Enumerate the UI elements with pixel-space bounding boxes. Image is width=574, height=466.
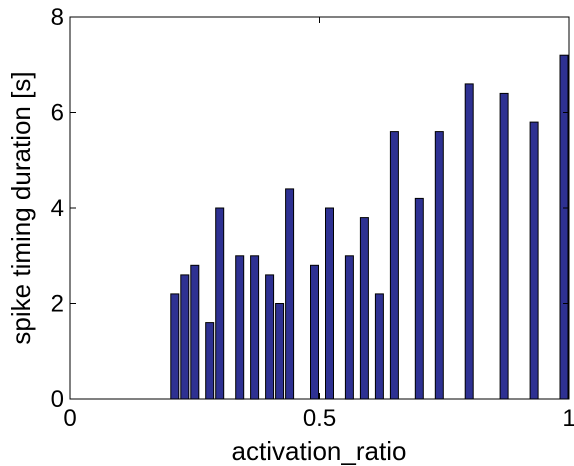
plot-area bbox=[69, 16, 570, 400]
bar bbox=[235, 255, 245, 400]
bar bbox=[359, 217, 369, 400]
ticks-group: 0 0.5 1 0 2 4 6 8 bbox=[51, 4, 574, 432]
bar bbox=[434, 131, 444, 400]
bar bbox=[215, 207, 225, 400]
bar bbox=[170, 293, 180, 400]
bar bbox=[344, 255, 354, 400]
x-tick-label: 0 bbox=[63, 405, 76, 432]
bar bbox=[180, 274, 190, 400]
bar bbox=[310, 264, 319, 400]
bar bbox=[275, 303, 285, 400]
y-tick-label: 2 bbox=[51, 291, 64, 318]
bars-group bbox=[170, 54, 569, 400]
bar bbox=[250, 255, 260, 400]
bar bbox=[190, 264, 200, 400]
bar bbox=[374, 293, 384, 400]
bar bbox=[414, 197, 424, 400]
y-tick-label: 4 bbox=[51, 195, 64, 222]
y-tick-label: 0 bbox=[51, 386, 64, 413]
bar bbox=[529, 121, 539, 400]
y-tick-label: 6 bbox=[51, 100, 64, 127]
bar bbox=[499, 92, 509, 400]
bar bbox=[205, 322, 215, 400]
bar bbox=[559, 54, 569, 400]
x-tick-label: 1 bbox=[562, 405, 574, 432]
bar bbox=[389, 131, 399, 400]
bar bbox=[325, 207, 334, 400]
x-axis-label: activation_ratio bbox=[232, 436, 407, 466]
bar bbox=[285, 188, 295, 400]
x-tick-label: 0.5 bbox=[303, 405, 336, 432]
bar bbox=[464, 83, 474, 400]
bar bbox=[265, 274, 275, 400]
y-axis-label: spike timing duration [s] bbox=[6, 71, 36, 344]
y-tick-label: 8 bbox=[51, 4, 64, 31]
